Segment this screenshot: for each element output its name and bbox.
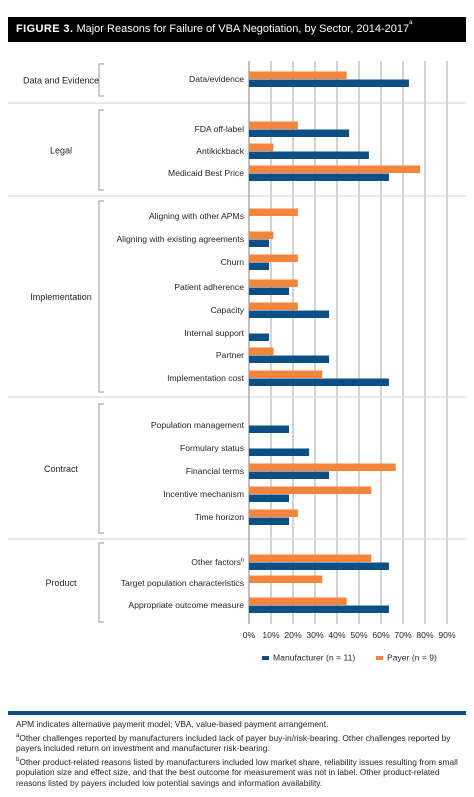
group-bracket <box>98 63 104 97</box>
legend-swatch <box>262 656 269 660</box>
category-label: Population management <box>151 420 245 430</box>
category-label: Data/evidence <box>189 74 244 84</box>
footer-divider <box>8 711 466 715</box>
bar-payer <box>249 121 298 129</box>
category-label: Time horizon <box>195 512 245 522</box>
legend-swatch <box>376 656 383 660</box>
category-label: Aligning with other APMs <box>149 211 244 221</box>
bar-manufacturer <box>249 333 270 341</box>
footnote-a-mark: a <box>16 732 20 739</box>
group-label: Product <box>45 578 77 588</box>
group-label: Legal <box>50 146 72 156</box>
bar-manufacturer <box>249 517 290 525</box>
footnote-b-text: Other product-related reasons listed by … <box>16 756 458 788</box>
bar-manufacturer <box>249 239 270 247</box>
group-label: Data and Evidence <box>23 76 99 86</box>
figure-title-footnote-mark: a <box>409 20 413 26</box>
category-label: Target population characteristics <box>121 578 244 588</box>
category-label: Internal support <box>184 328 244 338</box>
x-tick-label: 50% <box>350 630 368 640</box>
category-label: Antikickback <box>196 146 244 156</box>
bar-payer <box>249 597 347 605</box>
bar-manufacturer <box>249 355 330 363</box>
category-label: Churn <box>221 257 245 267</box>
category-label: Capacity <box>211 305 245 315</box>
category-label: Implementation cost <box>167 373 245 383</box>
category-label: Incentive mechanism <box>163 489 244 499</box>
bar-payer <box>249 463 396 471</box>
bar-payer <box>249 347 274 355</box>
figure-title-bar: FIGURE 3. Major Reasons for Failure of V… <box>8 17 466 42</box>
x-tick-label: 70% <box>394 630 412 640</box>
group-bracket <box>98 200 104 393</box>
bar-payer <box>249 143 274 151</box>
bar-manufacturer <box>249 425 290 433</box>
x-tick-label: 40% <box>328 630 346 640</box>
figure-title: Major Reasons for Failure of VBA Negotia… <box>76 23 410 35</box>
x-tick-label: 20% <box>284 630 302 640</box>
footnote-a-text: Other challenges reported by manufacture… <box>16 732 451 754</box>
bar-payer <box>249 254 298 262</box>
bar-payer <box>249 575 323 583</box>
bar-manufacturer <box>249 605 389 613</box>
bar-payer <box>249 509 298 517</box>
bar-manufacturer <box>249 471 330 479</box>
bar-chart: Data and Evidence Data/evidence Legal FDA o… <box>8 61 466 663</box>
category-label: Aligning with existing agreements <box>116 234 244 244</box>
x-tick-label: 0% <box>243 630 256 640</box>
bar-manufacturer <box>249 287 290 295</box>
x-tick-label: 90% <box>438 630 456 640</box>
bar-payer <box>249 165 421 173</box>
bar-payer <box>249 554 372 562</box>
bar-payer <box>249 302 298 310</box>
bar-manufacturer <box>249 378 389 386</box>
bar-manufacturer <box>249 173 389 181</box>
category-label: Medicaid Best Price <box>168 168 244 178</box>
bar-payer <box>249 231 274 239</box>
group-label: Implementation <box>30 292 92 302</box>
category-label: FDA off-label <box>194 124 244 134</box>
bar-payer <box>249 71 347 79</box>
bar-manufacturer <box>249 262 270 270</box>
x-tick-label: 60% <box>372 630 390 640</box>
bar-manufacturer <box>249 494 290 502</box>
category-label: Partner <box>216 350 244 360</box>
legend-label: Manufacturer (n = 11) <box>273 653 355 663</box>
category-label: Financial terms <box>186 466 244 476</box>
bar-payer <box>249 208 298 216</box>
bar-payer <box>249 486 372 494</box>
footnote-abbreviations: APM indicates alternative payment model;… <box>16 719 329 729</box>
category-label: Other factorsb <box>191 557 244 567</box>
x-tick-label: 30% <box>306 630 324 640</box>
footnote-a: aOther challenges reported by manufactur… <box>16 733 462 754</box>
bar-manufacturer <box>249 562 389 570</box>
group-bracket <box>98 109 104 191</box>
legend-label: Payer (n = 9) <box>387 653 437 663</box>
figure-label: FIGURE 3. <box>16 23 74 35</box>
footnote-b: bOther product-related reasons listed by… <box>16 757 462 789</box>
bar-payer <box>249 370 323 378</box>
bar-manufacturer <box>249 151 369 159</box>
bar-payer <box>249 279 298 287</box>
group-label: Contract <box>44 464 79 474</box>
category-label: Patient adherence <box>174 282 244 292</box>
x-tick-label: 80% <box>416 630 434 640</box>
footnotes: APM indicates alternative payment model;… <box>16 719 462 792</box>
group-bracket <box>98 542 104 623</box>
category-label: Appropriate outcome measure <box>128 600 244 610</box>
bar-manufacturer <box>249 310 330 318</box>
group-bracket <box>98 403 104 534</box>
category-label: Formulary status <box>180 443 244 453</box>
bar-manufacturer <box>249 79 409 87</box>
x-tick-label: 10% <box>262 630 280 640</box>
bar-manufacturer <box>249 448 310 456</box>
bar-manufacturer <box>249 129 350 137</box>
footnote-b-mark: b <box>16 756 20 763</box>
